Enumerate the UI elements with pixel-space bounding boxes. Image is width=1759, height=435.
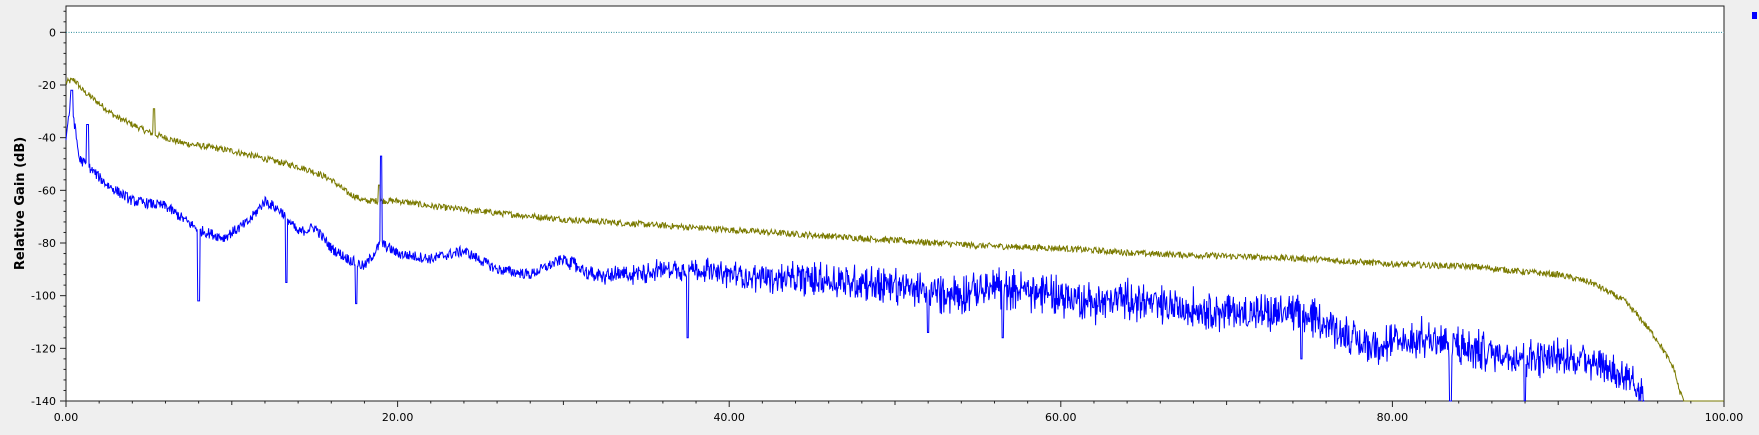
x-tick-label: 0.00 [54,411,79,424]
series-line-1 [65,76,1724,402]
x-tick-label: 60.00 [1045,411,1077,424]
legend-marker [1752,12,1757,19]
y-tick-label: -80 [38,237,56,250]
y-axis-title: Relative Gain (dB) [13,137,28,270]
x-tick-label: 100.00 [1705,411,1744,424]
x-tick-label: 20.00 [382,411,414,424]
plot-area [65,5,1725,402]
x-tick-label: 80.00 [1377,411,1409,424]
y-tick-label: -20 [38,79,56,92]
x-tick-label: 40.00 [713,411,745,424]
y-tick-label: -60 [38,184,56,197]
y-tick-label: 0 [49,26,56,39]
y-tick-label: -100 [31,290,56,303]
y-tick-label: -40 [38,132,56,145]
y-tick-label: -140 [31,395,56,408]
y-tick-label: -120 [31,342,56,355]
series-line-2 [65,89,1645,402]
